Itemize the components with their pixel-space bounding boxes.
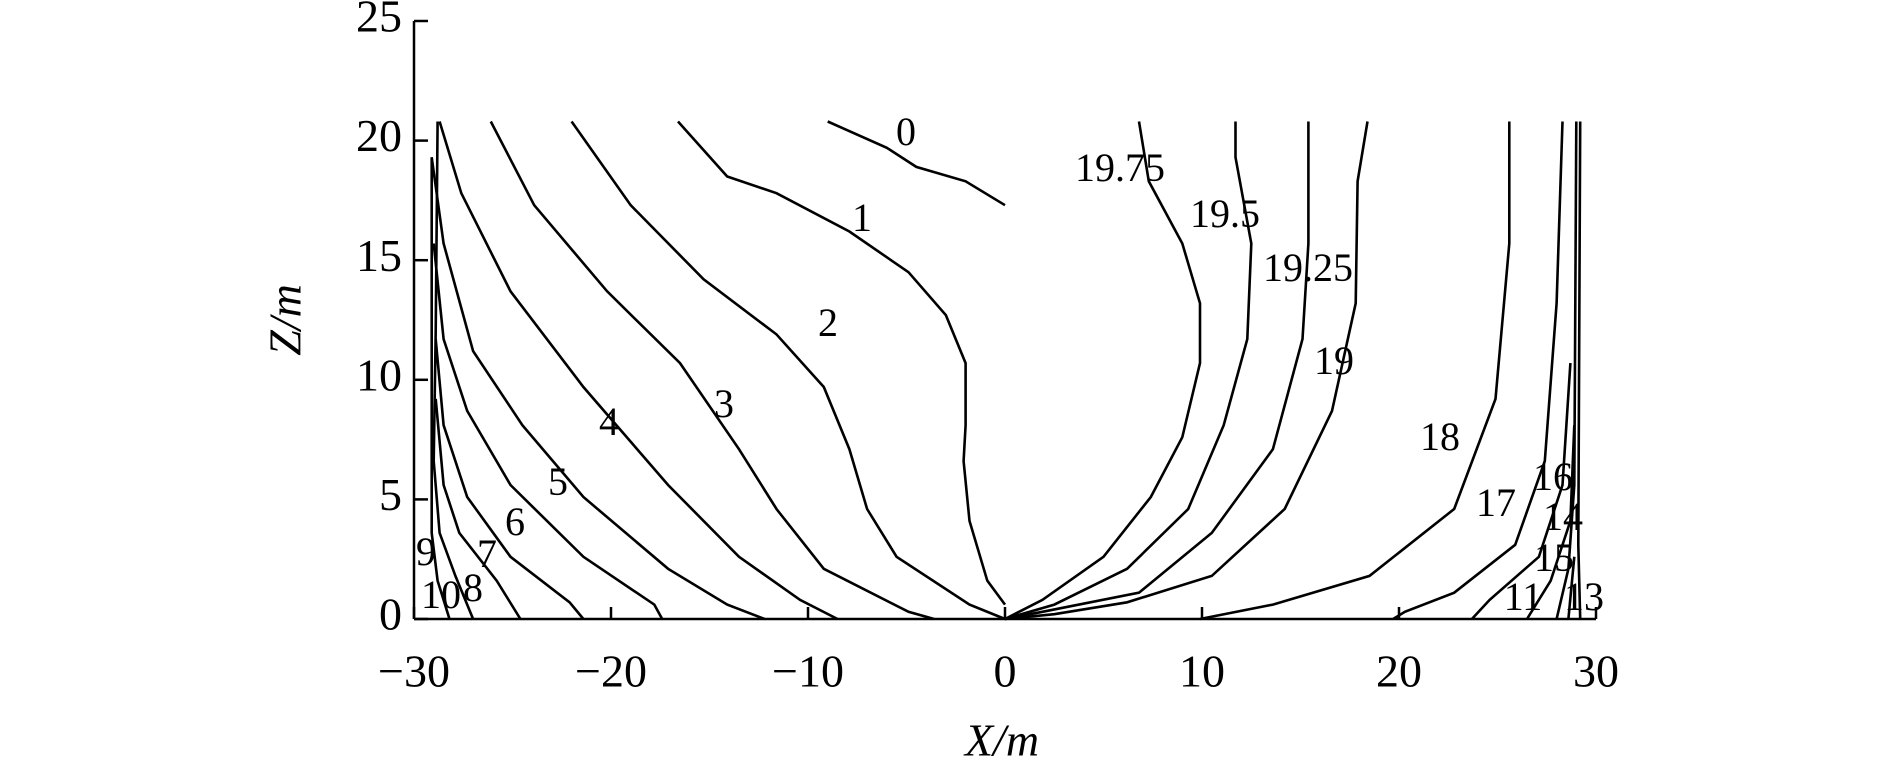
contour-label: 19.75 bbox=[1075, 145, 1165, 190]
contour-label: 3 bbox=[714, 381, 734, 426]
y-tick-label: 25 bbox=[356, 0, 402, 42]
contour-label: 17 bbox=[1476, 480, 1516, 525]
y-tick-label: 0 bbox=[379, 589, 402, 640]
y-tick-label: 15 bbox=[356, 230, 402, 281]
contour-line bbox=[430, 157, 451, 620]
contour-label: 9 bbox=[416, 529, 436, 574]
y-tick-label: 5 bbox=[379, 469, 402, 520]
contour-label: 4 bbox=[599, 399, 619, 444]
contour-label: 2 bbox=[818, 300, 838, 345]
x-tick-label: −30 bbox=[378, 646, 450, 697]
contour-label: 6 bbox=[505, 499, 525, 544]
y-tick-label: 10 bbox=[356, 349, 402, 400]
contour-line bbox=[1004, 121, 1253, 621]
contour-line bbox=[1567, 556, 1576, 620]
contour-label: 16 bbox=[1533, 454, 1573, 499]
contour-line bbox=[570, 120, 1006, 621]
contour-line bbox=[434, 398, 522, 620]
contour-line bbox=[1199, 121, 1511, 621]
contour-label: 10 bbox=[421, 572, 461, 617]
contour-label: 5 bbox=[548, 459, 568, 504]
contour-line bbox=[1525, 425, 1576, 620]
contour-line bbox=[432, 243, 664, 620]
contour-label: 14 bbox=[1543, 494, 1583, 539]
x-tick-label: 0 bbox=[994, 646, 1017, 697]
contour-label: 7 bbox=[477, 531, 497, 576]
contour-line bbox=[1004, 121, 1369, 621]
x-tick-label: −10 bbox=[772, 646, 844, 697]
contour-label: 18 bbox=[1420, 414, 1460, 459]
contour-line bbox=[430, 157, 766, 621]
contour-label: 8 bbox=[463, 565, 483, 610]
contour-label: 0 bbox=[896, 109, 916, 154]
x-tick-label: −20 bbox=[575, 646, 647, 697]
contour-line bbox=[1576, 121, 1582, 620]
x-tick-label: 20 bbox=[1376, 646, 1422, 697]
contour-line bbox=[827, 120, 1006, 207]
contour-line bbox=[432, 121, 475, 620]
contour-line bbox=[1555, 121, 1578, 620]
x-tick-label: 30 bbox=[1573, 646, 1619, 697]
contour-line bbox=[438, 121, 839, 621]
contour-label: 19 bbox=[1314, 338, 1354, 383]
contour-line bbox=[677, 120, 1007, 606]
y-axis-label: Z/m bbox=[260, 284, 311, 356]
y-tick-label: 20 bbox=[356, 110, 402, 161]
contour-line bbox=[489, 120, 935, 621]
contour-line bbox=[1004, 121, 1310, 621]
contour-line bbox=[1470, 363, 1572, 620]
x-axis-label: X/m bbox=[963, 715, 1039, 765]
contour-label: 11 bbox=[1504, 574, 1543, 619]
contour-line bbox=[1004, 121, 1202, 621]
contour-label: 19.25 bbox=[1263, 245, 1353, 290]
x-tick-label: 10 bbox=[1179, 646, 1225, 697]
contour-line bbox=[1392, 121, 1564, 621]
contour-label: 19.5 bbox=[1190, 191, 1260, 236]
contour-label: 1 bbox=[852, 195, 872, 240]
contour-line bbox=[434, 338, 585, 620]
